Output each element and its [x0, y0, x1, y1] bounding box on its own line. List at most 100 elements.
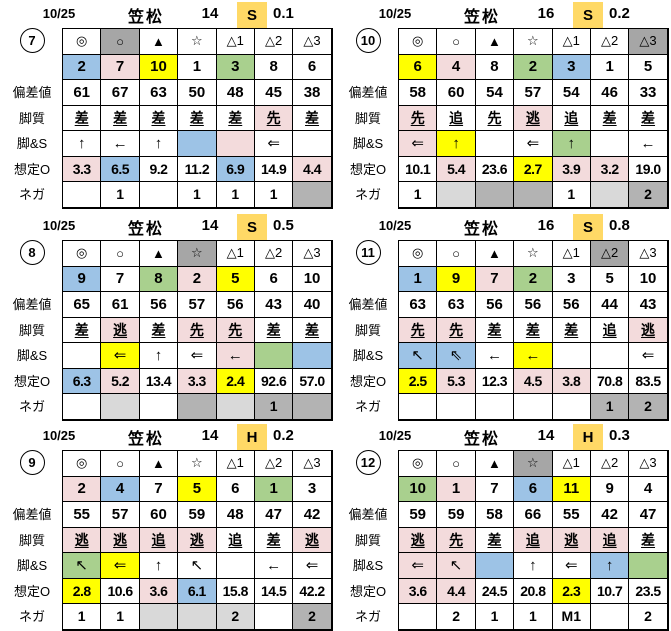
- race-date: 10/25: [42, 428, 76, 443]
- mark-cell: ☆: [514, 241, 553, 267]
- nega-cell: [475, 182, 515, 208]
- leg-s-arrow-cell: [552, 343, 591, 369]
- row-labels: 11 偏差値 脚質 脚&S 想定O ネガ: [338, 240, 398, 419]
- nega-cell: 2: [629, 182, 668, 208]
- deviation-cell: 47: [254, 502, 294, 528]
- race-number: 16: [537, 217, 555, 234]
- race-class-badge: S: [573, 2, 603, 28]
- expected-odds-cell: 15.8: [216, 578, 255, 604]
- deviation-cell: 33: [629, 80, 668, 106]
- nega-cell: 2: [629, 604, 668, 630]
- expected-odds-cell: 6.5: [101, 156, 140, 182]
- row-labels: 8 偏差値 脚質 脚&S 想定O ネガ: [2, 240, 62, 419]
- nega-cell: [216, 394, 255, 420]
- row-label-nega: ネガ: [18, 399, 45, 415]
- running-style-cell: 追: [590, 527, 630, 553]
- race-class-badge: H: [237, 424, 267, 450]
- horse-number-cell: 9: [63, 266, 102, 292]
- nega-cell: [590, 604, 630, 630]
- nega-cell: [139, 604, 179, 630]
- running-style-cell: 差: [216, 105, 255, 131]
- leg-s-arrow-cell: [590, 131, 630, 157]
- race-table: 10/25 笠松 16 S 0.8 11 偏差値 脚質 脚&S 想定O ネガ ◎ ○ ▲ ☆ △1 △2 △3 1 9…: [338, 214, 669, 421]
- deviation-cell: 59: [178, 502, 217, 528]
- nega-cell: 2: [216, 604, 255, 630]
- mark-cell: ▲: [475, 29, 515, 55]
- race-table: 10/25 笠松 14 H 0.3 12 偏差値 脚質 脚&S 想定O ネガ ◎ ○ ▲ ☆ △1 △2 △3 10…: [338, 424, 669, 631]
- horse-number-cell: 3: [552, 54, 591, 80]
- nega-cell: 1: [101, 604, 140, 630]
- running-style-cell: 先: [178, 317, 217, 343]
- horse-number-cell: 2: [514, 266, 553, 292]
- leg-s-arrow-cell: [475, 553, 515, 579]
- row-label-expected-odds: 想定O: [13, 373, 51, 389]
- mark-cell: △3: [629, 241, 668, 267]
- nega-cell: M1: [552, 604, 591, 630]
- deviation-cell: 54: [552, 80, 591, 106]
- leg-s-arrow-cell: [178, 131, 217, 157]
- nega-cell: [293, 182, 332, 208]
- running-style-cell: 追: [437, 105, 476, 131]
- data-grid: ◎ ○ ▲ ☆ △1 △2 △3 10 1 7 6 11 9 4 59 59 58 66 55 42 47 逃先差追逃追差…: [398, 450, 669, 631]
- row-label-running-style: 脚質: [354, 110, 381, 126]
- expected-odds-cell: 3.3: [178, 368, 217, 394]
- leg-s-arrow-cell: ⇐: [552, 553, 591, 579]
- mark-cell: ▲: [139, 241, 179, 267]
- horse-number-cell: 10: [139, 54, 179, 80]
- expected-odds-cell: 19.0: [629, 156, 668, 182]
- race-class-badge: S: [573, 214, 603, 240]
- deviation-cell: 40: [293, 292, 332, 318]
- expected-odds-cell: 23.5: [629, 578, 668, 604]
- running-style-cell: 差: [254, 317, 294, 343]
- nega-cell: 1: [514, 604, 553, 630]
- running-style-cell: 差: [293, 317, 332, 343]
- mark-cell: △1: [552, 241, 591, 267]
- deviation-cell: 56: [139, 292, 179, 318]
- row-label-deviation: 偏差値: [12, 85, 52, 101]
- expected-odds-cell: 2.3: [552, 578, 591, 604]
- deviation-cell: 56: [475, 292, 515, 318]
- running-style-cell: 差: [101, 105, 140, 131]
- race-date: 10/25: [42, 218, 76, 233]
- nega-cell: 2: [437, 604, 476, 630]
- leg-s-arrow-cell: ↑: [139, 553, 179, 579]
- mark-cell: ◎: [63, 241, 102, 267]
- mark-cell: ◎: [63, 451, 102, 477]
- expected-odds-cell: 10.1: [399, 156, 438, 182]
- row-label-empty: [338, 476, 398, 502]
- nega-cell: 1: [216, 182, 255, 208]
- expected-odds-cell: 14.9: [254, 156, 294, 182]
- nega-cell: [514, 182, 553, 208]
- horse-number-cell: 6: [216, 476, 255, 502]
- running-style-cell: 差: [139, 317, 179, 343]
- leg-s-arrow-cell: ↑: [514, 553, 553, 579]
- deviation-cell: 43: [254, 292, 294, 318]
- deviation-cell: 61: [63, 80, 102, 106]
- leg-s-arrow-cell: [63, 343, 102, 369]
- leg-s-arrow-cell: ↑: [552, 131, 591, 157]
- leg-s-arrow-cell: ←: [514, 343, 553, 369]
- deviation-cell: 48: [216, 80, 255, 106]
- nega-cell: [399, 394, 438, 420]
- row-labels: 12 偏差値 脚質 脚&S 想定O ネガ: [338, 450, 398, 629]
- leg-s-arrow-cell: ↑: [139, 131, 179, 157]
- deviation-cell: 63: [139, 80, 179, 106]
- deviation-cell: 50: [178, 80, 217, 106]
- nega-cell: 1: [254, 394, 294, 420]
- horse-number-cell: 8: [139, 266, 179, 292]
- data-grid: ◎ ○ ▲ ☆ △1 △2 △3 2 4 7 5 6 1 3 55 57 60 59 48 47 42 逃逃追逃追差逃 ↖ ⇐…: [62, 450, 333, 631]
- mark-cell: ▲: [475, 241, 515, 267]
- nega-cell: [178, 604, 217, 630]
- leg-s-arrow-cell: ←: [475, 343, 515, 369]
- deviation-cell: 66: [514, 502, 553, 528]
- leg-s-arrow-cell: [629, 553, 668, 579]
- nega-cell: [437, 394, 476, 420]
- horse-number-cell: 2: [514, 54, 553, 80]
- deviation-cell: 63: [437, 292, 476, 318]
- running-style-cell: 差: [590, 105, 630, 131]
- race-number: 16: [537, 5, 555, 22]
- mark-cell: ▲: [139, 29, 179, 55]
- nega-cell: 1: [399, 182, 438, 208]
- deviation-cell: 46: [590, 80, 630, 106]
- horse-number-cell: 1: [437, 476, 476, 502]
